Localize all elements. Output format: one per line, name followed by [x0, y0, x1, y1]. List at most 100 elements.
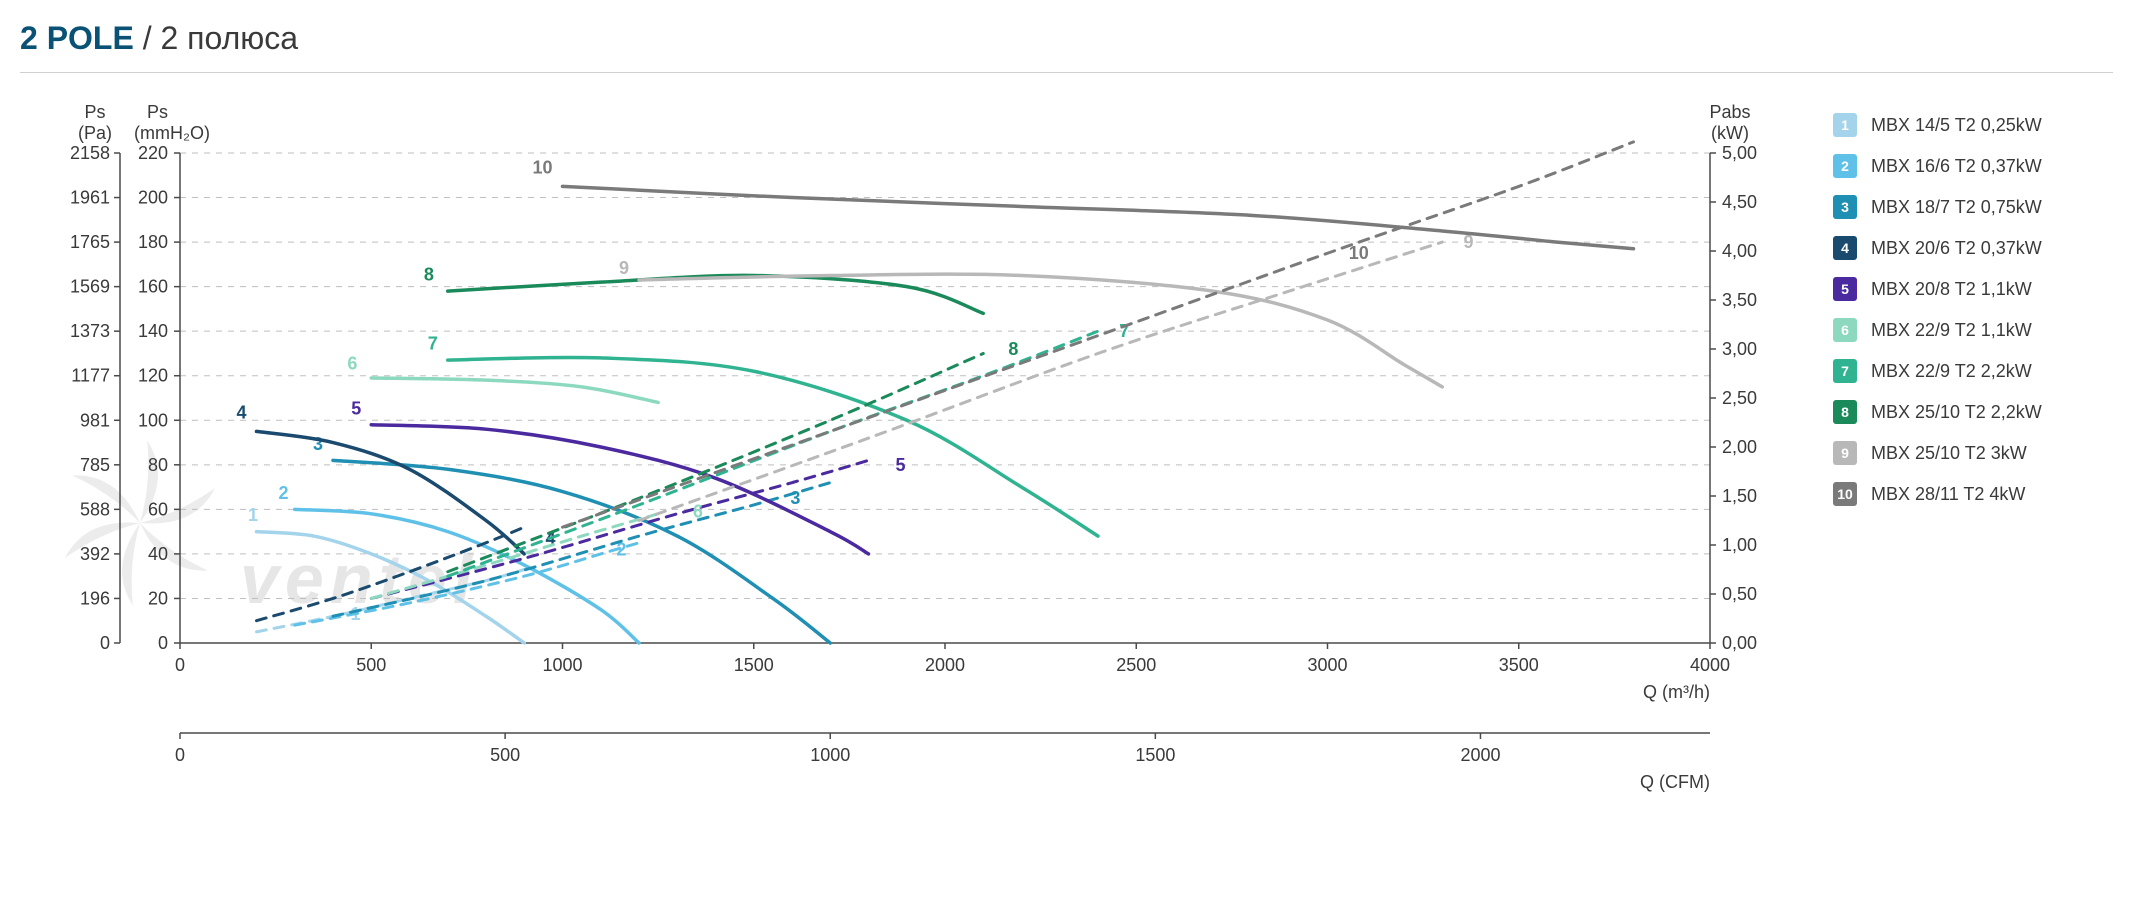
legend-item: 7 MBX 22/9 T2 2,2kW — [1833, 359, 2113, 383]
svg-text:196: 196 — [80, 588, 110, 608]
svg-text:6: 6 — [693, 502, 703, 522]
title-main: 2 POLE — [20, 20, 134, 56]
svg-text:3,50: 3,50 — [1722, 290, 1757, 310]
svg-text:60: 60 — [148, 499, 168, 519]
legend-item: 4 MBX 20/6 T2 0,37kW — [1833, 236, 2113, 260]
legend-label: MBX 20/8 T2 1,1kW — [1871, 279, 2032, 300]
svg-text:1000: 1000 — [810, 745, 850, 765]
svg-text:500: 500 — [356, 655, 386, 675]
svg-text:40: 40 — [148, 544, 168, 564]
svg-text:981: 981 — [80, 410, 110, 430]
svg-text:5,00: 5,00 — [1722, 143, 1757, 163]
svg-text:Ps: Ps — [147, 102, 168, 122]
svg-text:160: 160 — [138, 277, 168, 297]
svg-text:3000: 3000 — [1307, 655, 1347, 675]
legend-label: MBX 14/5 T2 0,25kW — [1871, 115, 2042, 136]
svg-text:1569: 1569 — [70, 277, 110, 297]
svg-text:120: 120 — [138, 366, 168, 386]
svg-text:9: 9 — [619, 258, 629, 278]
svg-text:220: 220 — [138, 143, 168, 163]
svg-text:180: 180 — [138, 232, 168, 252]
chart-svg: ventel0196392588785981117713731569176519… — [20, 93, 1770, 873]
svg-text:10: 10 — [532, 158, 552, 178]
legend-swatch: 3 — [1833, 195, 1857, 219]
svg-text:2,50: 2,50 — [1722, 388, 1757, 408]
legend-label: MBX 16/6 T2 0,37kW — [1871, 156, 2042, 177]
legend-label: MBX 25/10 T2 2,2kW — [1871, 402, 2042, 423]
svg-text:1500: 1500 — [734, 655, 774, 675]
legend-item: 5 MBX 20/8 T2 1,1kW — [1833, 277, 2113, 301]
svg-text:200: 200 — [138, 188, 168, 208]
svg-text:4,50: 4,50 — [1722, 192, 1757, 212]
svg-text:Ps: Ps — [84, 102, 105, 122]
svg-text:3: 3 — [790, 488, 800, 508]
chart-title: 2 POLE / 2 полюса — [20, 20, 2113, 73]
legend-swatch: 10 — [1833, 482, 1857, 506]
legend-label: MBX 20/6 T2 0,37kW — [1871, 238, 2042, 259]
chart-area: ventel0196392588785981117713731569176519… — [20, 93, 1803, 878]
svg-text:5: 5 — [896, 455, 906, 475]
svg-text:4: 4 — [236, 403, 246, 423]
legend-item: 8 MBX 25/10 T2 2,2kW — [1833, 400, 2113, 424]
legend-label: MBX 18/7 T2 0,75kW — [1871, 197, 2042, 218]
svg-text:1,00: 1,00 — [1722, 535, 1757, 555]
svg-text:7: 7 — [428, 334, 438, 354]
svg-text:6: 6 — [347, 354, 357, 374]
svg-text:2158: 2158 — [70, 143, 110, 163]
svg-text:1,50: 1,50 — [1722, 486, 1757, 506]
legend: 1MBX 14/5 T2 0,25kW2MBX 16/6 T2 0,37kW3M… — [1833, 93, 2113, 878]
svg-text:3: 3 — [313, 434, 323, 454]
svg-text:0,00: 0,00 — [1722, 633, 1757, 653]
svg-text:5: 5 — [351, 398, 361, 418]
legend-swatch: 9 — [1833, 441, 1857, 465]
legend-label: MBX 28/11 T2 4kW — [1871, 484, 2025, 505]
svg-text:0: 0 — [158, 633, 168, 653]
svg-text:10: 10 — [1349, 243, 1369, 263]
legend-label: MBX 25/10 T2 3kW — [1871, 443, 2027, 464]
svg-text:785: 785 — [80, 455, 110, 475]
legend-item: 1MBX 14/5 T2 0,25kW — [1833, 113, 2113, 137]
svg-text:8: 8 — [424, 265, 434, 285]
svg-text:1961: 1961 — [70, 188, 110, 208]
svg-text:500: 500 — [490, 745, 520, 765]
svg-text:0: 0 — [175, 655, 185, 675]
svg-text:(mmH₂O): (mmH₂O) — [134, 123, 210, 143]
legend-swatch: 7 — [1833, 359, 1857, 383]
svg-text:4000: 4000 — [1690, 655, 1730, 675]
svg-text:100: 100 — [138, 410, 168, 430]
svg-text:(Pa): (Pa) — [78, 123, 112, 143]
svg-text:1373: 1373 — [70, 321, 110, 341]
legend-swatch: 2 — [1833, 154, 1857, 178]
svg-text:3,00: 3,00 — [1722, 339, 1757, 359]
svg-text:Pabs: Pabs — [1709, 102, 1750, 122]
svg-text:3500: 3500 — [1499, 655, 1539, 675]
legend-swatch: 5 — [1833, 277, 1857, 301]
legend-item: 3 MBX 18/7 T2 0,75kW — [1833, 195, 2113, 219]
svg-text:1500: 1500 — [1135, 745, 1175, 765]
legend-label: MBX 22/9 T2 2,2kW — [1871, 361, 2032, 382]
svg-text:1765: 1765 — [70, 232, 110, 252]
svg-text:80: 80 — [148, 455, 168, 475]
legend-swatch: 6 — [1833, 318, 1857, 342]
svg-text:2000: 2000 — [925, 655, 965, 675]
svg-text:0: 0 — [175, 745, 185, 765]
legend-item: 9 MBX 25/10 T2 3kW — [1833, 441, 2113, 465]
svg-text:2: 2 — [279, 483, 289, 503]
title-sub: 2 полюса — [160, 20, 298, 56]
svg-text:1177: 1177 — [71, 366, 110, 386]
svg-text:0: 0 — [100, 633, 110, 653]
svg-text:1: 1 — [248, 505, 258, 525]
svg-text:8: 8 — [1008, 339, 1018, 359]
legend-item: 10 MBX 28/11 T2 4kW — [1833, 482, 2113, 506]
svg-text:1000: 1000 — [542, 655, 582, 675]
svg-text:2000: 2000 — [1460, 745, 1500, 765]
svg-text:2,00: 2,00 — [1722, 437, 1757, 457]
title-separator: / — [134, 20, 161, 56]
legend-swatch: 4 — [1833, 236, 1857, 260]
svg-text:Q (CFM): Q (CFM) — [1640, 772, 1710, 792]
legend-swatch: 8 — [1833, 400, 1857, 424]
svg-text:588: 588 — [80, 499, 110, 519]
svg-text:(kW): (kW) — [1711, 123, 1749, 143]
svg-text:0,50: 0,50 — [1722, 584, 1757, 604]
svg-text:2500: 2500 — [1116, 655, 1156, 675]
